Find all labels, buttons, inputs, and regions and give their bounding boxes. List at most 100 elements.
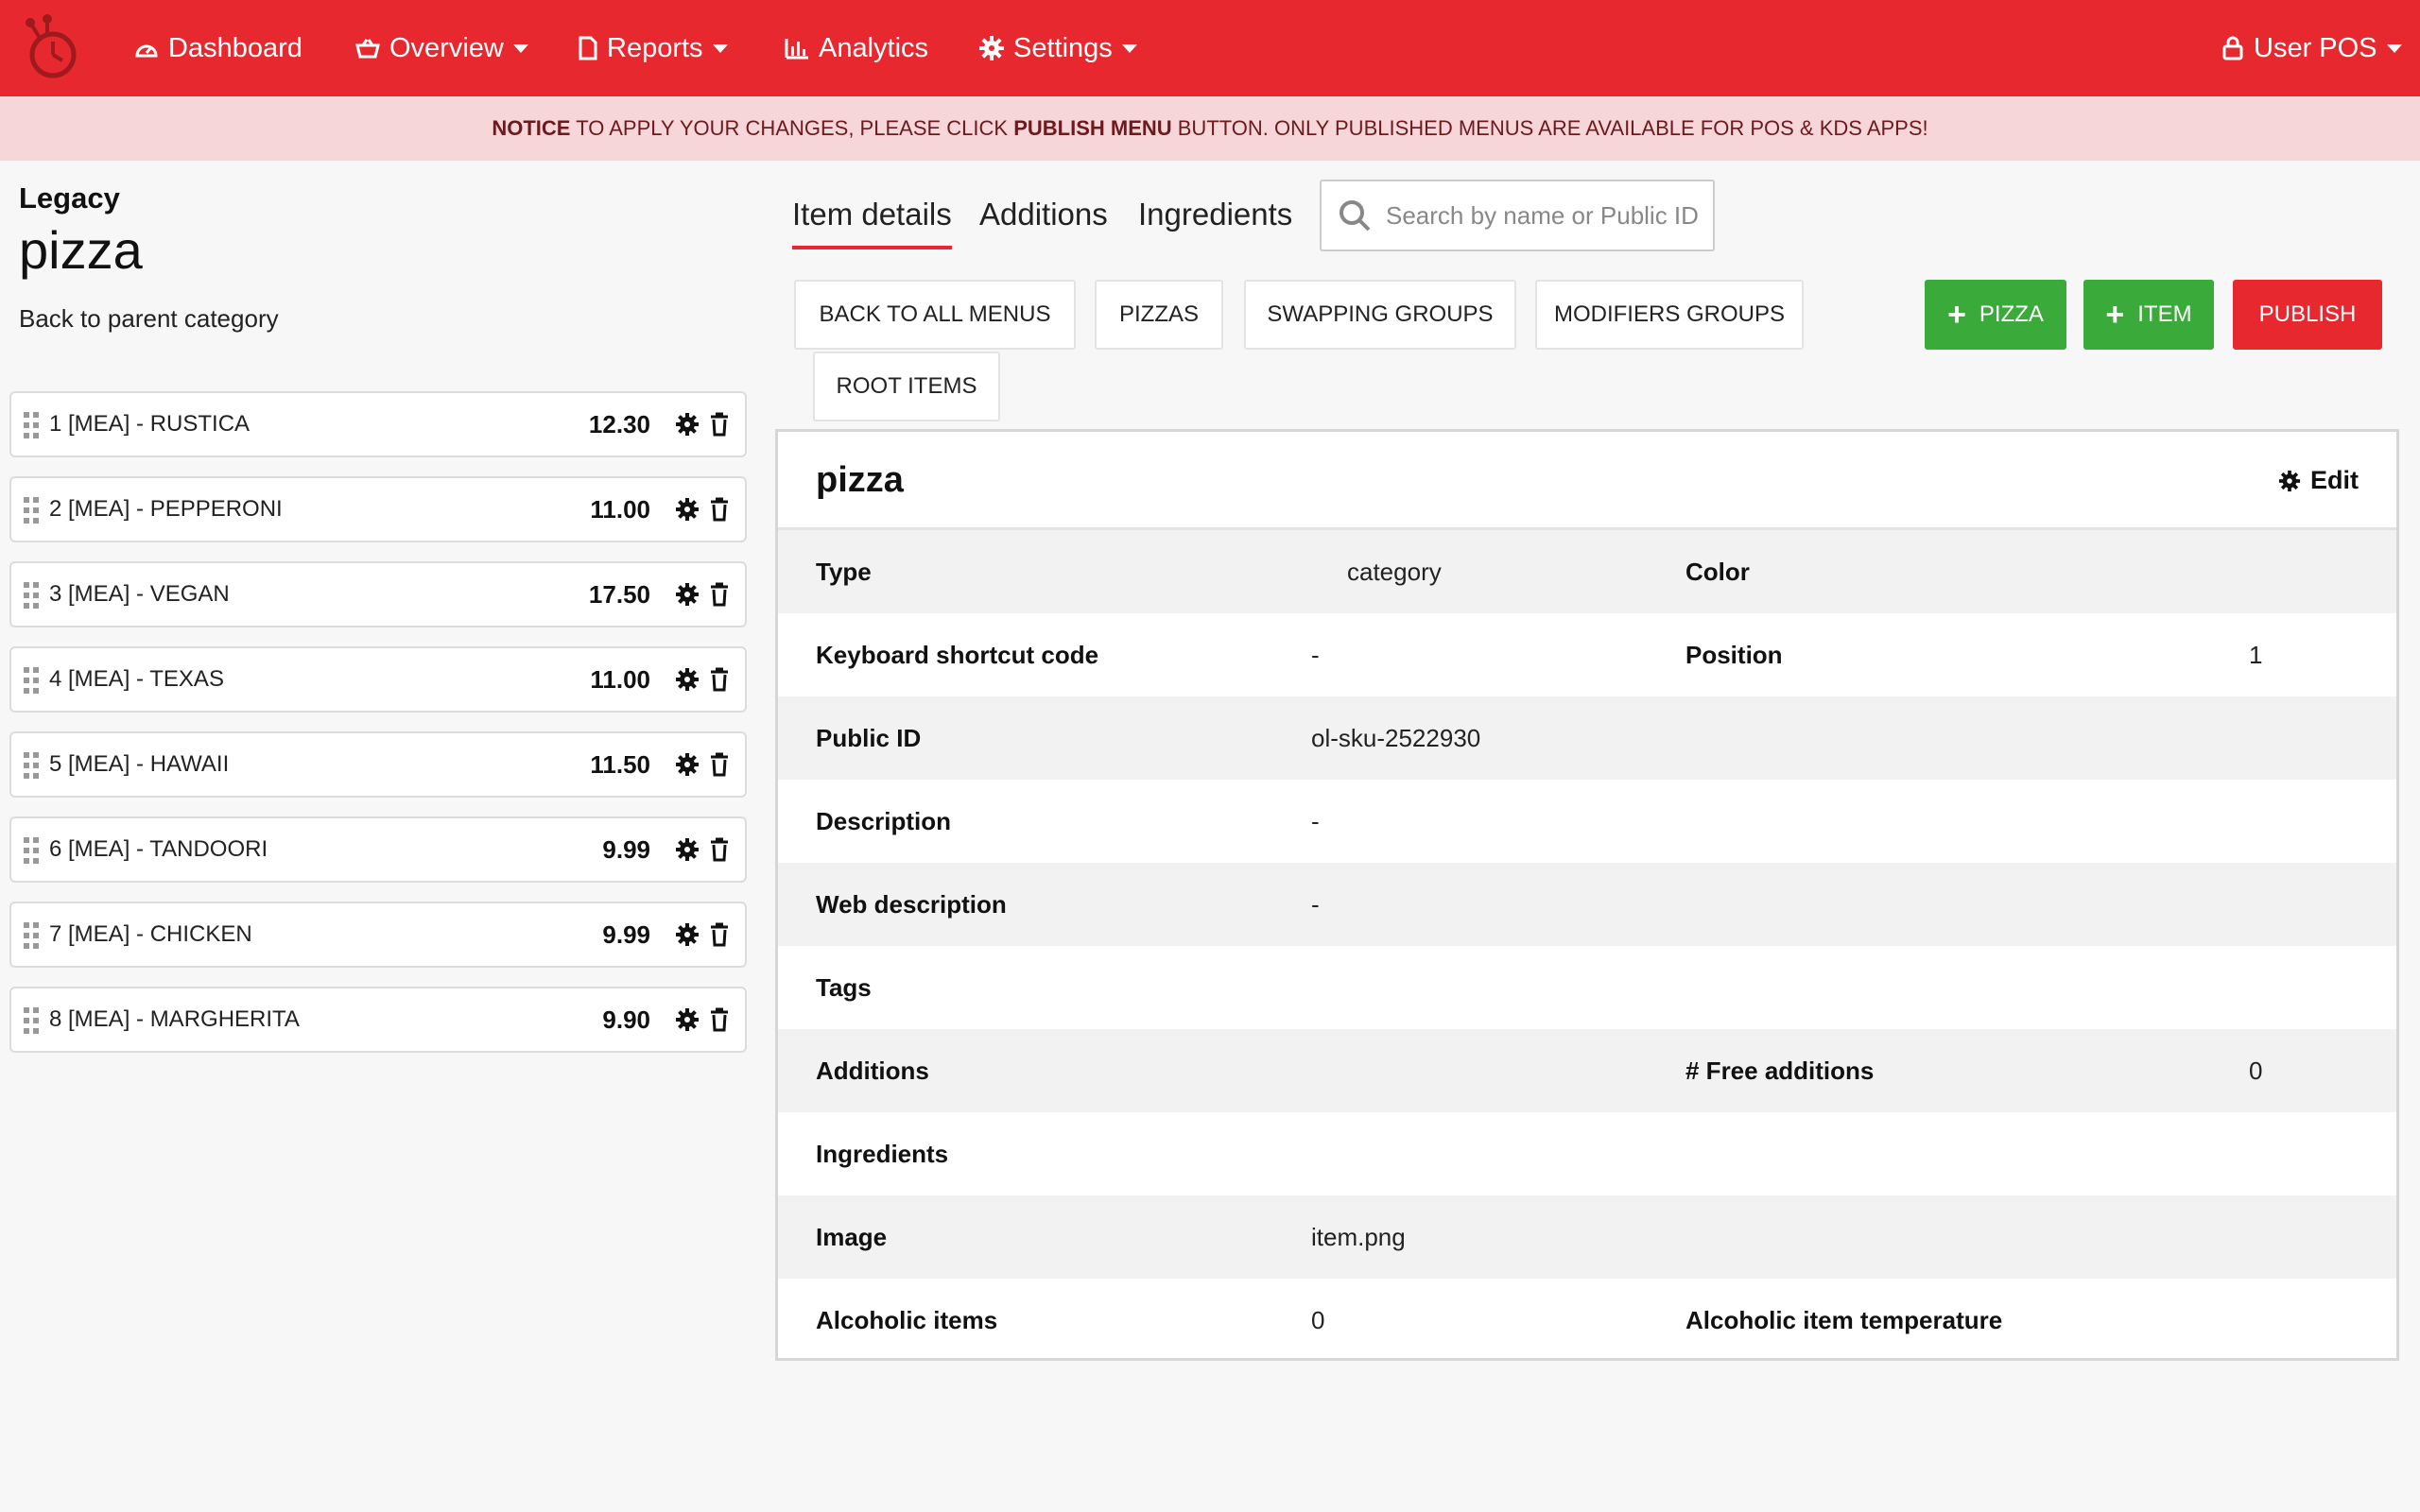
bar-chart-icon — [785, 39, 808, 60]
swapping-groups-button[interactable]: SWAPPING GROUPS — [1244, 280, 1516, 350]
drag-handle-icon[interactable] — [23, 921, 40, 950]
drag-handle-icon[interactable] — [23, 666, 40, 695]
drag-handle-icon[interactable] — [23, 751, 40, 780]
details-panel: pizza Edit Type category Color Keyboard … — [775, 429, 2399, 1361]
search-icon — [1340, 200, 1371, 232]
item-price: 12.30 — [588, 409, 650, 438]
document-icon — [579, 36, 597, 60]
field-label: # Free additions — [1685, 1056, 1875, 1085]
gear-icon[interactable] — [675, 1007, 700, 1032]
add-pizza-button[interactable]: + PIZZA — [1925, 280, 2066, 350]
trash-icon[interactable] — [709, 752, 730, 777]
field-label: Keyboard shortcut code — [816, 640, 1099, 669]
trash-icon[interactable] — [709, 922, 730, 947]
field-value: 1 — [2249, 640, 2263, 669]
item-name: 5 [MEA] - HAWAII — [49, 751, 230, 777]
notice-emph: PUBLISH MENU — [1013, 116, 1172, 140]
nav-dashboard[interactable]: Dashboard — [134, 0, 302, 96]
user-label: User POS — [2254, 32, 2377, 63]
item-name: 8 [MEA] - MARGHERITA — [49, 1006, 300, 1032]
drag-handle-icon[interactable] — [23, 496, 40, 524]
publish-button[interactable]: PUBLISH — [2233, 280, 2382, 350]
field-value: - — [1311, 640, 1320, 669]
nav-reports[interactable]: Reports — [579, 0, 728, 96]
item-name: 2 [MEA] - PEPPERONI — [49, 496, 283, 522]
nav-settings-label: Settings — [1013, 32, 1113, 63]
trash-icon[interactable] — [709, 497, 730, 522]
pizzas-button[interactable]: PIZZAS — [1095, 280, 1223, 350]
notice-text-1: TO APPLY YOUR CHANGES, PLEASE CLICK — [570, 116, 1014, 140]
field-label: Alcoholic item temperature — [1685, 1305, 2003, 1334]
list-item[interactable]: 4 [MEA] - TEXAS 11.00 — [9, 646, 747, 713]
back-to-all-menus-button[interactable]: BACK TO ALL MENUS — [794, 280, 1076, 350]
gear-icon — [979, 36, 1004, 60]
menu-name: Legacy — [19, 181, 120, 215]
field-label: Position — [1685, 640, 1783, 669]
basket-icon — [355, 39, 380, 59]
item-price: 9.99 — [602, 834, 650, 864]
tab-item-details[interactable]: Item details — [792, 197, 952, 249]
drag-handle-icon[interactable] — [23, 1006, 40, 1035]
logo-icon[interactable] — [19, 13, 83, 81]
root-items-button[interactable]: ROOT ITEMS — [813, 352, 1000, 421]
tab-additions[interactable]: Additions — [979, 197, 1108, 232]
item-price: 9.90 — [602, 1005, 650, 1034]
gear-icon[interactable] — [675, 667, 700, 692]
field-label: Public ID — [816, 723, 922, 752]
gear-icon[interactable] — [675, 752, 700, 777]
gear-icon[interactable] — [675, 582, 700, 607]
field-label: Web description — [816, 889, 1007, 919]
item-name: 3 [MEA] - VEGAN — [49, 581, 230, 607]
field-value: - — [1311, 889, 1320, 919]
drag-handle-icon[interactable] — [23, 411, 40, 439]
gear-icon — [2278, 470, 2301, 491]
panel-title: pizza — [816, 460, 904, 500]
trash-icon[interactable] — [709, 1007, 730, 1032]
back-to-parent-link[interactable]: Back to parent category — [19, 304, 279, 333]
list-item[interactable]: 6 [MEA] - TANDOORI 9.99 — [9, 816, 747, 883]
field-value: item.png — [1311, 1222, 1406, 1251]
gear-icon[interactable] — [675, 922, 700, 947]
list-item[interactable]: 1 [MEA] - RUSTICA 12.30 — [9, 391, 747, 457]
trash-icon[interactable] — [709, 412, 730, 437]
gear-icon[interactable] — [675, 497, 700, 522]
edit-button[interactable]: Edit — [2278, 466, 2359, 495]
item-price: 9.99 — [602, 919, 650, 949]
list-item[interactable]: 2 [MEA] - PEPPERONI 11.00 — [9, 476, 747, 542]
list-item[interactable]: 7 [MEA] - CHICKEN 9.99 — [9, 902, 747, 968]
gear-icon[interactable] — [675, 412, 700, 437]
table-row: Description - — [778, 780, 2396, 863]
field-label: Alcoholic items — [816, 1305, 998, 1334]
item-name: 6 [MEA] - TANDOORI — [49, 836, 268, 862]
tab-ingredients[interactable]: Ingredients — [1138, 197, 1293, 232]
list-item[interactable]: 5 [MEA] - HAWAII 11.50 — [9, 731, 747, 798]
nav-settings[interactable]: Settings — [979, 0, 1137, 96]
chevron-down-icon — [512, 43, 528, 53]
drag-handle-icon[interactable] — [23, 581, 40, 610]
add-item-button[interactable]: + ITEM — [2083, 280, 2214, 350]
drag-handle-icon[interactable] — [23, 836, 40, 865]
item-name: 4 [MEA] - TEXAS — [49, 666, 224, 692]
field-value: ol-sku-2522930 — [1311, 723, 1481, 752]
field-value: 0 — [2249, 1056, 2263, 1085]
field-label: Tags — [816, 972, 872, 1002]
trash-icon[interactable] — [709, 837, 730, 862]
user-menu[interactable]: User POS — [2221, 0, 2402, 96]
trash-icon[interactable] — [709, 667, 730, 692]
table-row: Ingredients — [778, 1112, 2396, 1195]
item-price: 17.50 — [588, 579, 650, 609]
search-input[interactable] — [1386, 200, 1698, 231]
notice-banner: NOTICE TO APPLY YOUR CHANGES, PLEASE CLI… — [0, 96, 2420, 161]
panel-header: pizza Edit — [778, 432, 2396, 530]
nav-overview[interactable]: Overview — [355, 0, 528, 96]
gear-icon[interactable] — [675, 837, 700, 862]
chevron-down-icon — [2386, 43, 2402, 53]
nav-analytics-label: Analytics — [819, 32, 929, 63]
trash-icon[interactable] — [709, 582, 730, 607]
modifiers-groups-button[interactable]: MODIFIERS GROUPS — [1535, 280, 1804, 350]
list-item[interactable]: 8 [MEA] - MARGHERITA 9.90 — [9, 987, 747, 1053]
search-box[interactable] — [1320, 180, 1715, 251]
table-row: Image item.png — [778, 1195, 2396, 1279]
list-item[interactable]: 3 [MEA] - VEGAN 17.50 — [9, 561, 747, 627]
nav-analytics[interactable]: Analytics — [785, 0, 928, 96]
